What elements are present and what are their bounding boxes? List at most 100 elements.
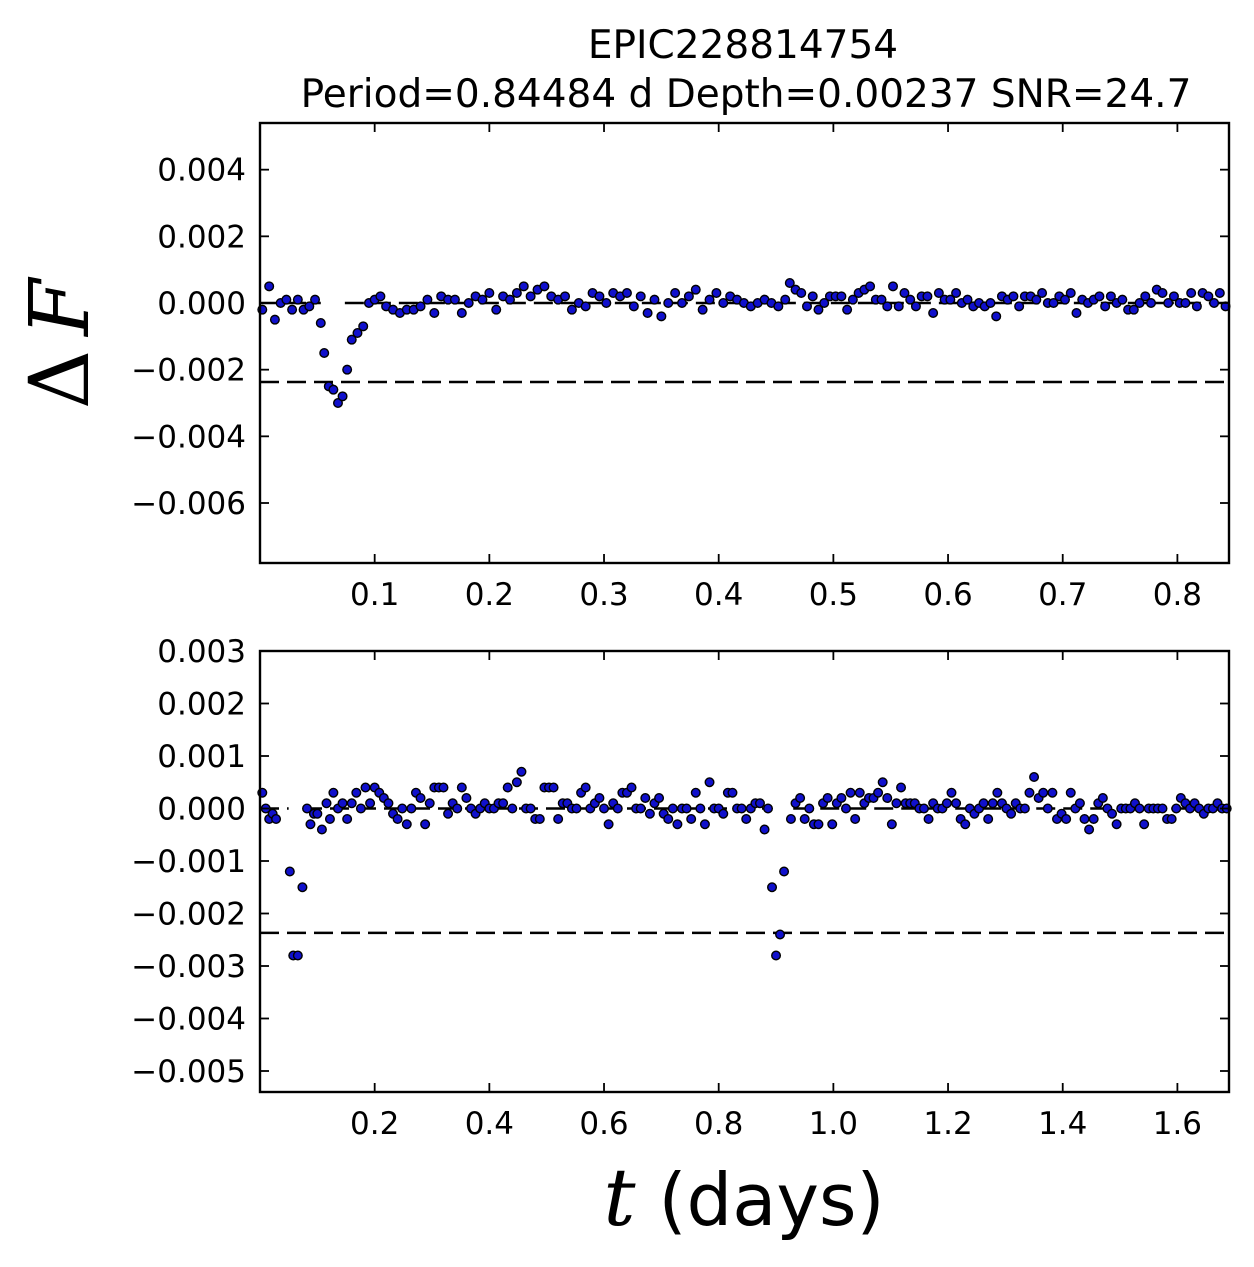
data-point	[736, 803, 747, 814]
data-point	[375, 291, 386, 302]
data-point	[922, 291, 933, 302]
data-point	[328, 384, 339, 395]
data-point	[1166, 814, 1177, 825]
data-point	[422, 294, 433, 305]
data-point	[946, 787, 957, 798]
data-point	[978, 798, 989, 809]
x-tick-label: 0.2	[350, 1106, 399, 1142]
y-tick-label: 0.000	[157, 792, 246, 828]
data-point	[962, 294, 973, 305]
data-point	[677, 298, 688, 309]
data-point	[1134, 298, 1145, 309]
y-tick-label: 0.000	[157, 286, 246, 322]
axes-frame	[258, 649, 1231, 1094]
data-point	[316, 824, 327, 835]
data-point	[310, 294, 321, 305]
data-point	[502, 782, 513, 793]
y-tick-label: 0.003	[157, 634, 246, 670]
data-point	[1079, 814, 1090, 825]
data-point	[1139, 819, 1150, 830]
data-point	[799, 814, 810, 825]
data-point	[319, 348, 330, 359]
data-point	[704, 777, 715, 788]
data-point	[850, 814, 861, 825]
x-tick-label: 0.3	[579, 577, 628, 613]
x-tick-label: 1.0	[809, 1106, 858, 1142]
x-axis-label-variable: t	[603, 1151, 636, 1244]
data-point	[580, 782, 591, 793]
data-point	[763, 803, 774, 814]
data-point	[507, 803, 518, 814]
x-axis-label-unit: (days)	[636, 1158, 885, 1242]
chart-title: EPIC228814754	[588, 23, 898, 68]
data-point	[1084, 824, 1095, 835]
x-tick-label: 0.4	[694, 577, 743, 613]
data-point	[813, 819, 824, 830]
data-point	[332, 398, 343, 409]
data-point	[324, 814, 335, 825]
data-point	[1117, 294, 1128, 305]
data-point	[819, 298, 830, 309]
data-point	[923, 814, 934, 825]
data-point	[983, 814, 994, 825]
data-point	[876, 294, 887, 305]
data-point	[1191, 301, 1202, 312]
data-point	[877, 777, 888, 788]
data-point	[649, 294, 660, 305]
data-point	[401, 819, 412, 830]
data-point	[477, 294, 488, 305]
data-point	[905, 294, 916, 305]
data-point	[292, 294, 303, 305]
data-point	[355, 803, 366, 814]
data-point	[1146, 298, 1157, 309]
data-point	[491, 304, 502, 315]
x-tick-label: 0.2	[465, 577, 514, 613]
data-point	[1157, 803, 1168, 814]
x-tick-label: 0.6	[923, 577, 972, 613]
data-point	[443, 808, 454, 819]
data-point	[516, 766, 527, 777]
data-point	[718, 808, 729, 819]
data-point	[891, 798, 902, 809]
data-point	[1038, 787, 1049, 798]
data-point	[539, 281, 550, 292]
data-point	[304, 301, 315, 312]
y-tick-label: 0.002	[157, 687, 246, 723]
data-point	[346, 334, 357, 345]
data-point	[1042, 803, 1053, 814]
data-point	[365, 798, 376, 809]
data-point	[1047, 787, 1058, 798]
axes-frame	[258, 121, 1231, 565]
data-point	[456, 782, 467, 793]
data-point	[718, 298, 729, 309]
data-point	[985, 298, 996, 309]
data-point	[612, 803, 623, 814]
data-point	[621, 288, 632, 299]
data-point	[951, 798, 962, 809]
data-point	[1060, 294, 1071, 305]
y-axis-label-variable: F	[13, 276, 108, 338]
data-point	[1029, 772, 1040, 783]
data-point	[449, 294, 460, 305]
x-tick-label: 0.1	[350, 577, 399, 613]
data-point	[741, 814, 752, 825]
data-point	[654, 793, 665, 804]
data-point	[690, 787, 701, 798]
y-tick-label: −0.002	[131, 353, 246, 389]
data-point	[991, 311, 1002, 322]
data-point	[784, 278, 795, 289]
data-point	[951, 288, 962, 299]
y-tick-label: −0.001	[131, 844, 246, 880]
data-point	[1071, 308, 1082, 319]
y-tick-label: −0.004	[131, 1002, 246, 1038]
x-tick-label: 1.6	[1153, 1106, 1202, 1142]
data-point	[1074, 798, 1085, 809]
data-point	[287, 304, 298, 315]
data-point	[899, 288, 910, 299]
data-point	[882, 301, 893, 312]
y-tick-label: 0.004	[157, 153, 246, 189]
data-point	[773, 301, 784, 312]
data-point	[1061, 814, 1072, 825]
data-point	[566, 304, 577, 315]
x-tick-label: 0.6	[579, 1106, 628, 1142]
